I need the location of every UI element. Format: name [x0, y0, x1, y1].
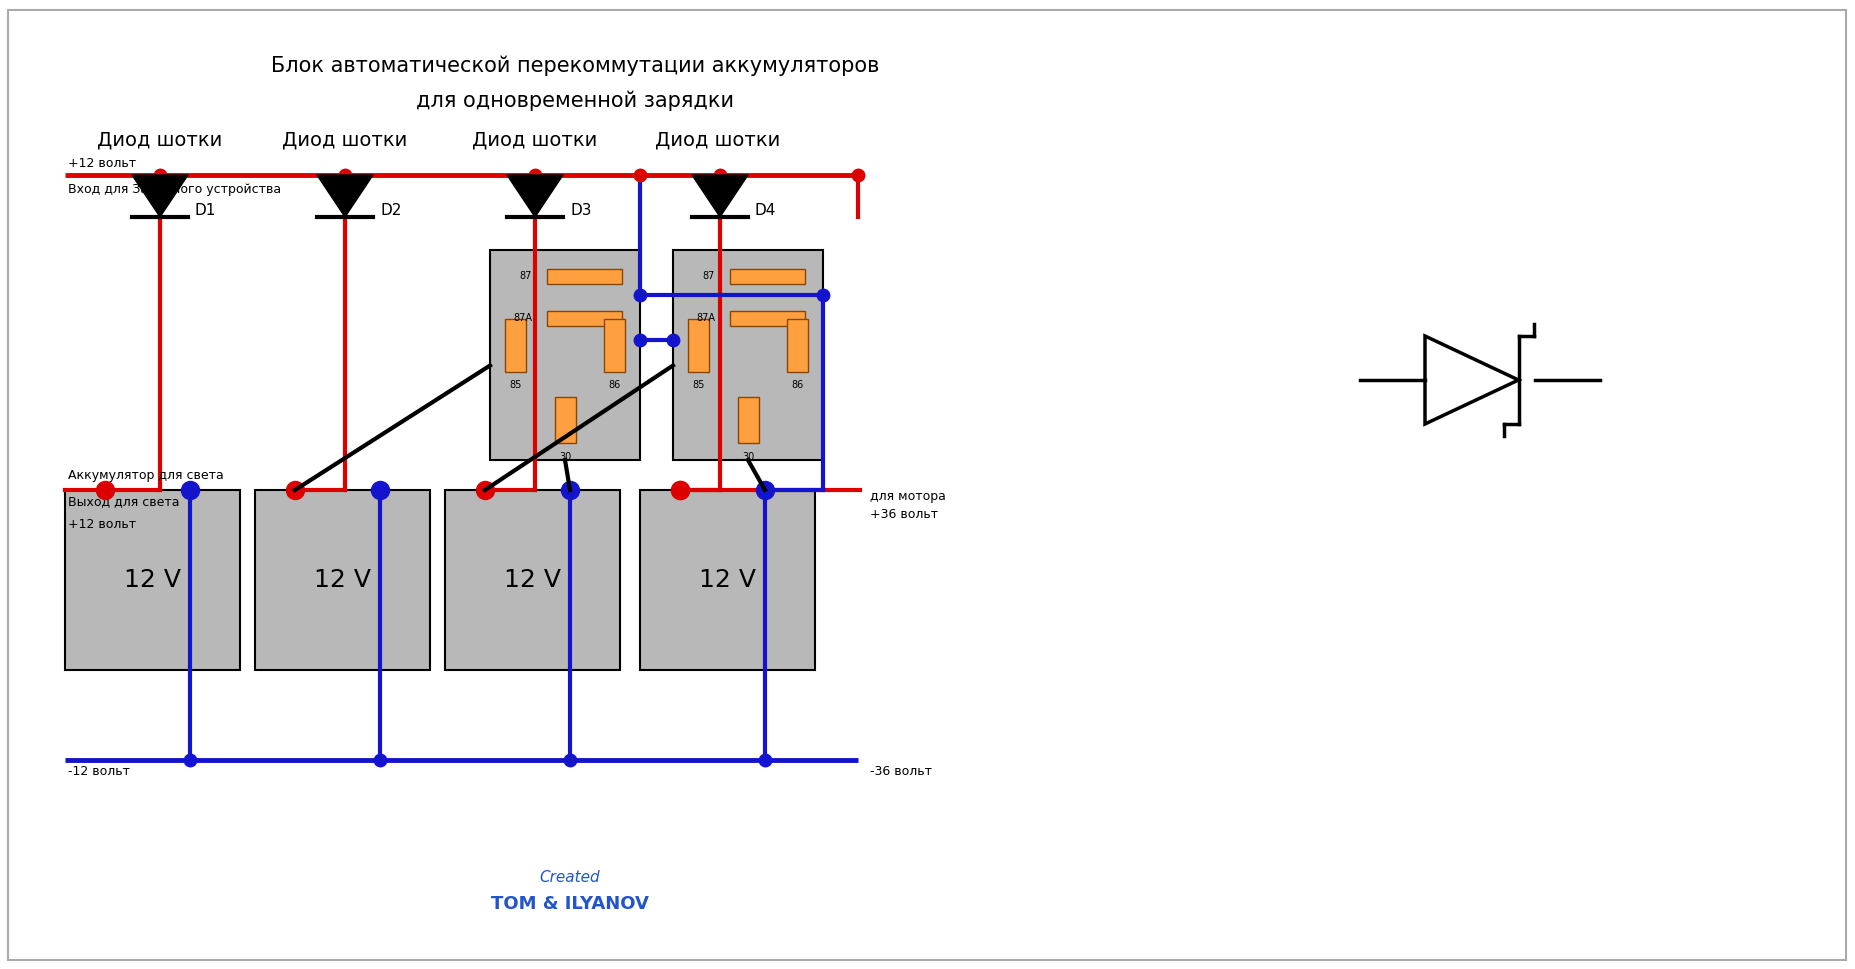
FancyBboxPatch shape: [673, 250, 824, 460]
Text: 87: 87: [519, 271, 532, 281]
Text: 12 V: 12 V: [124, 568, 182, 592]
FancyBboxPatch shape: [65, 490, 239, 670]
Text: 12 V: 12 V: [505, 568, 560, 592]
Polygon shape: [317, 175, 373, 217]
Text: -36 вольт: -36 вольт: [870, 765, 931, 778]
FancyBboxPatch shape: [1094, 490, 1835, 940]
FancyBboxPatch shape: [505, 320, 527, 372]
Text: для одновременной зарядки: для одновременной зарядки: [416, 90, 735, 110]
Text: -12 вольт: -12 вольт: [69, 765, 130, 778]
Text: 30: 30: [742, 452, 755, 461]
FancyBboxPatch shape: [731, 311, 805, 326]
Text: D3: D3: [569, 203, 592, 218]
FancyBboxPatch shape: [445, 490, 620, 670]
Polygon shape: [692, 175, 748, 217]
FancyBboxPatch shape: [640, 490, 814, 670]
FancyBboxPatch shape: [731, 269, 805, 284]
Text: Created: Created: [540, 870, 601, 885]
Text: D4: D4: [755, 203, 777, 218]
Text: TOM & ILYANOV: TOM & ILYANOV: [492, 895, 649, 913]
Text: D2: D2: [380, 203, 401, 218]
FancyBboxPatch shape: [254, 490, 430, 670]
Text: Диод шотки: Диод шотки: [96, 130, 223, 149]
FancyBboxPatch shape: [738, 397, 759, 443]
FancyBboxPatch shape: [605, 320, 625, 372]
Text: Диод шотки: Диод шотки: [655, 130, 781, 149]
FancyBboxPatch shape: [547, 311, 621, 326]
FancyBboxPatch shape: [688, 320, 709, 372]
Text: 85: 85: [510, 380, 521, 391]
Text: для мотора
+36 вольт: для мотора +36 вольт: [870, 489, 946, 520]
FancyBboxPatch shape: [555, 397, 575, 443]
Text: Диод шотки: Диод шотки: [282, 130, 408, 149]
Polygon shape: [132, 175, 187, 217]
Text: Аккумулятор для света: Аккумулятор для света: [69, 469, 224, 482]
Text: +12 вольт: +12 вольт: [69, 518, 135, 531]
FancyBboxPatch shape: [787, 320, 809, 372]
Text: Выход для света: Выход для света: [69, 495, 180, 508]
Text: Диод шотки: Диод шотки: [473, 130, 597, 149]
FancyBboxPatch shape: [490, 250, 640, 460]
FancyBboxPatch shape: [547, 269, 621, 284]
Text: 86: 86: [608, 380, 621, 391]
Text: 85: 85: [692, 380, 705, 391]
Text: 87A: 87A: [696, 313, 714, 324]
Text: 12 V: 12 V: [313, 568, 371, 592]
Text: 30: 30: [558, 452, 571, 461]
FancyBboxPatch shape: [1094, 30, 1835, 470]
Text: +12 вольт: +12 вольт: [69, 157, 135, 170]
Text: 86: 86: [792, 380, 803, 391]
Text: 12 V: 12 V: [699, 568, 757, 592]
Polygon shape: [506, 175, 564, 217]
Text: Блок автоматической перекоммутации аккумуляторов: Блок автоматической перекоммутации аккум…: [271, 55, 879, 76]
Text: 87: 87: [703, 271, 714, 281]
Text: D1: D1: [195, 203, 217, 218]
Text: Вход для Зарядного устройства: Вход для Зарядного устройства: [69, 183, 282, 196]
Text: 87A: 87A: [514, 313, 532, 324]
